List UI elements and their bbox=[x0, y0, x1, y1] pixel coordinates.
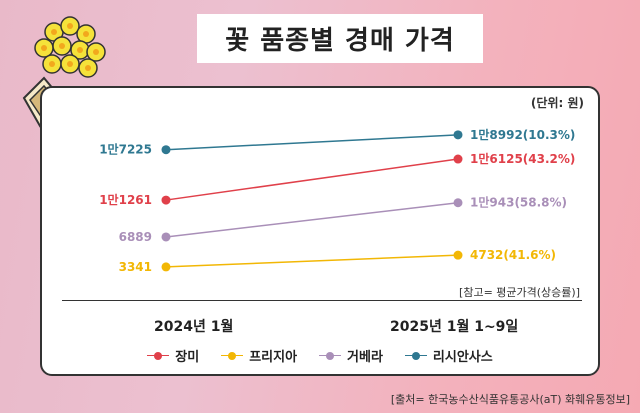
data-point-2-1 bbox=[453, 198, 463, 208]
data-label-2-1: 1만943(58.8%) bbox=[470, 195, 567, 210]
data-label-0-1: 1만6125(43.2%) bbox=[470, 151, 575, 166]
note-label: [참고= 평균가격(상승률)] bbox=[459, 286, 580, 299]
data-label-1-1: 4732(41.6%) bbox=[470, 248, 556, 262]
data-label-2-0: 6889 bbox=[119, 230, 152, 244]
series-line-3 bbox=[165, 134, 459, 151]
legend-label-3: 리시안사스 bbox=[432, 350, 493, 365]
legend-swatch-1 bbox=[221, 351, 244, 361]
data-label-3-0: 1만7225 bbox=[99, 142, 152, 157]
data-label-3-1: 1만8992(10.3%) bbox=[470, 127, 575, 142]
bouquet-icon bbox=[22, 16, 106, 128]
unit-label: (단위: 원) bbox=[530, 96, 584, 110]
legend-swatch-0 bbox=[147, 351, 170, 361]
legend-label-2: 거베라 bbox=[347, 350, 383, 365]
page-title: 꽃 품종별 경매 가격 bbox=[197, 14, 483, 63]
legend-item-1: 프리지아 bbox=[221, 346, 297, 365]
series-line-0 bbox=[165, 158, 459, 201]
series-line-1 bbox=[165, 254, 459, 268]
x-tick-label-0: 2024년 1월 bbox=[154, 319, 234, 335]
legend-item-2: 거베라 bbox=[319, 346, 383, 365]
data-point-2-0 bbox=[161, 232, 171, 242]
legend-swatch-2 bbox=[319, 351, 342, 361]
legend-swatch-3 bbox=[404, 351, 427, 361]
data-point-1-1 bbox=[453, 250, 463, 260]
source-label: [출처= 한국농수산식품유통공사(aT) 화훼유통정보] bbox=[390, 393, 630, 406]
legend-label-1: 프리지아 bbox=[249, 350, 298, 365]
legend-item-0: 장미 bbox=[147, 346, 199, 365]
line-chart: 1만1261 1만6125(43.2%) 3341 4732(41.6%) 6889 1만… bbox=[99, 127, 575, 274]
data-point-3-1 bbox=[453, 130, 463, 140]
legend-label-0: 장미 bbox=[175, 350, 200, 365]
chart-panel: 1만1261 1만6125(43.2%) 3341 4732(41.6%) 6889 1만… bbox=[40, 86, 600, 376]
baseline bbox=[62, 300, 582, 301]
data-label-0-0: 1만1261 bbox=[99, 192, 152, 207]
legend-item-3: 리시안사스 bbox=[404, 346, 493, 365]
legend: 장미 프리지아 거베라 리시안사스 bbox=[42, 346, 598, 365]
data-point-1-0 bbox=[161, 262, 171, 272]
data-point-0-1 bbox=[453, 154, 463, 164]
data-point-0-0 bbox=[161, 195, 171, 205]
series-line-2 bbox=[165, 202, 459, 238]
data-point-3-0 bbox=[161, 145, 171, 155]
x-tick-label-1: 2025년 1월 1~9일 bbox=[390, 319, 519, 335]
data-label-1-0: 3341 bbox=[119, 260, 152, 274]
